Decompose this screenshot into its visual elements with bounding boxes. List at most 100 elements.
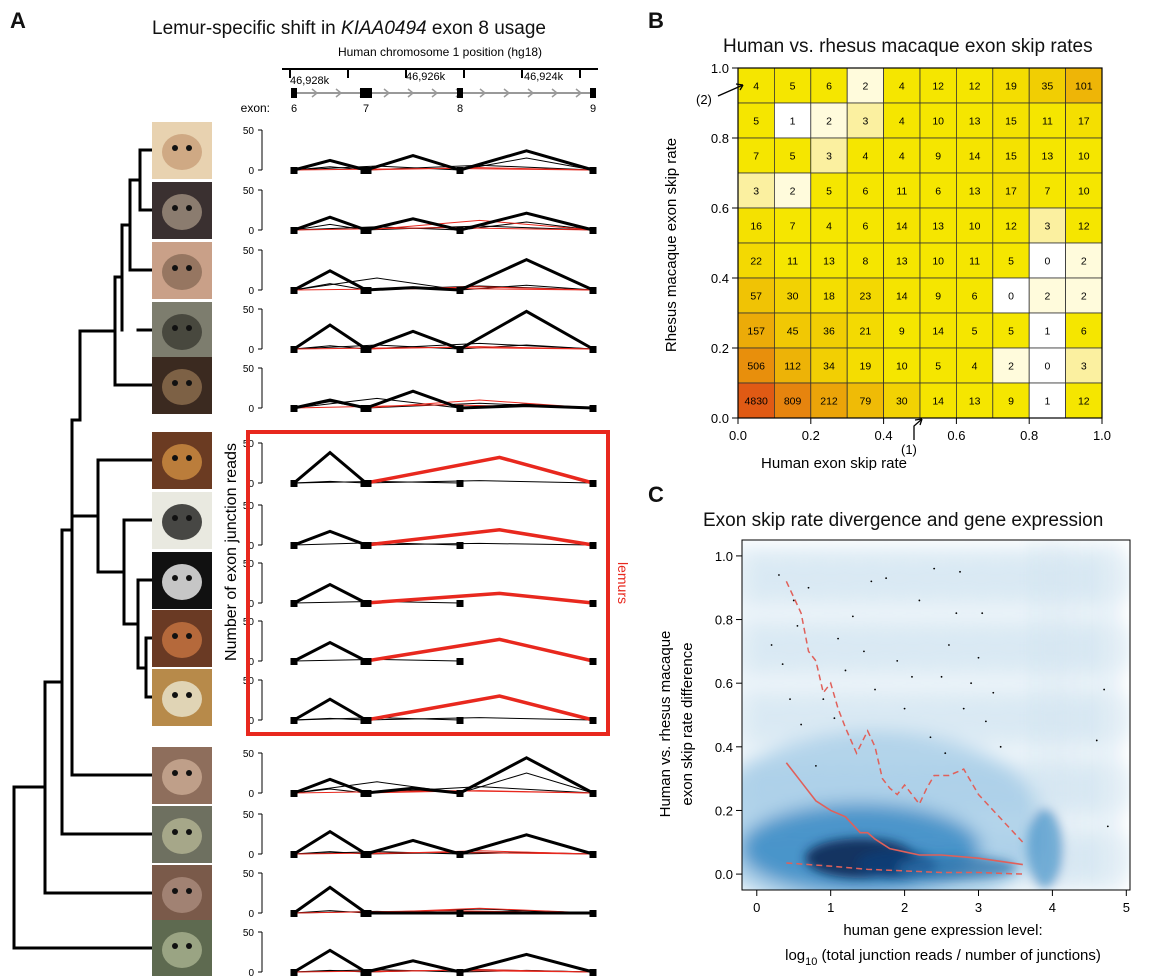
heatmap-axes: 0.0 0.2 0.4 0.6 0.8 1.0 0.0 0.2 0.4 0.6 0.8 1.0 bbox=[711, 61, 1111, 443]
species-row: 050 bbox=[243, 749, 597, 800]
species-eye bbox=[172, 829, 178, 835]
exon-block bbox=[290, 969, 298, 976]
heatmap-cell bbox=[1065, 67, 1103, 104]
heatmap-cell-label: 506 bbox=[747, 361, 765, 373]
y-tick-label: 0 bbox=[248, 657, 254, 668]
heatmap-cell-label: 10 bbox=[969, 221, 981, 233]
inclusion-junction-line bbox=[365, 786, 461, 795]
y-tick-label: 0 bbox=[248, 226, 254, 237]
species-eye bbox=[172, 633, 178, 639]
outlier-point bbox=[837, 637, 839, 640]
exon-block bbox=[290, 790, 298, 797]
exon-block bbox=[290, 480, 298, 487]
y-tick-label: 50 bbox=[243, 749, 255, 760]
heatmap-cell bbox=[955, 242, 994, 279]
heatmap-cell bbox=[992, 207, 1030, 244]
heatmap-cell bbox=[955, 207, 994, 244]
strand-arrow bbox=[431, 88, 439, 98]
heatmap-cell-label: 10 bbox=[932, 116, 944, 128]
exon8-skip-line bbox=[293, 851, 594, 855]
heatmap-cell bbox=[846, 242, 884, 279]
exon-block bbox=[456, 405, 464, 412]
exon-block bbox=[589, 969, 597, 976]
outlier-point bbox=[970, 682, 973, 685]
heatmap-cell bbox=[955, 67, 994, 104]
outlier-point bbox=[796, 625, 799, 627]
inclusion-junction-line bbox=[459, 211, 594, 232]
exon-block bbox=[290, 851, 298, 858]
lower-quantile-line bbox=[786, 862, 1023, 875]
heatmap-cell bbox=[1065, 242, 1103, 279]
species-row: 050 bbox=[243, 559, 597, 610]
species-eye bbox=[172, 770, 178, 776]
heatmap-frame bbox=[737, 67, 1103, 419]
species-face bbox=[162, 932, 202, 968]
species-eye bbox=[186, 265, 192, 271]
heatmap-cell bbox=[810, 137, 848, 174]
x-tick-label: 1.0 bbox=[1093, 428, 1111, 443]
heatmap-cell-label: 0 bbox=[1044, 361, 1050, 373]
species-eye bbox=[186, 770, 192, 776]
heatmap-cell-label: 15 bbox=[1005, 116, 1017, 128]
heatmap-cell bbox=[1028, 312, 1067, 349]
lemur-highlight-box bbox=[246, 430, 610, 736]
heatmap-cell bbox=[846, 277, 884, 314]
exon-block bbox=[589, 405, 597, 412]
skip-junction-line bbox=[293, 283, 367, 291]
heatmap-cell bbox=[846, 137, 884, 174]
panel-b-title: Human vs. rhesus macaque exon skip rates bbox=[723, 36, 1093, 57]
density-streak bbox=[1041, 540, 1047, 890]
skip-junction-line bbox=[365, 480, 594, 484]
xlabel-sub: 10 bbox=[805, 956, 817, 968]
outlier-point bbox=[903, 707, 906, 710]
outlier-point bbox=[1103, 688, 1106, 691]
heatmap-cell bbox=[992, 312, 1030, 349]
exon-block bbox=[456, 969, 464, 976]
density-core bbox=[1027, 808, 1064, 889]
heatmap-cell-label: 22 bbox=[750, 256, 762, 268]
inclusion-junction-line bbox=[365, 329, 461, 351]
heatmap-cell bbox=[1028, 277, 1067, 314]
heatmap-cell-label: 0 bbox=[1008, 291, 1014, 303]
heatmap-cell bbox=[773, 207, 812, 244]
inclusion-junction-line bbox=[459, 309, 594, 351]
y-tick-label: 50 bbox=[243, 928, 255, 939]
outlier-point bbox=[944, 752, 947, 755]
species-face bbox=[162, 681, 202, 717]
species-eye bbox=[186, 829, 192, 835]
y-tick-label: 0 bbox=[248, 541, 254, 552]
y-tick-label: 0.4 bbox=[711, 271, 729, 286]
y-tick-label: 0.0 bbox=[711, 411, 729, 426]
x-tick-label: 0.4 bbox=[875, 428, 893, 443]
species-row: 050 bbox=[243, 676, 597, 727]
exon-number: 9 bbox=[590, 103, 596, 115]
y-tick-label: 0 bbox=[248, 850, 254, 861]
heatmap-cell bbox=[919, 312, 957, 349]
heatmap-cell bbox=[1028, 102, 1067, 139]
inclusion-junction-line bbox=[293, 450, 367, 485]
quantile-lines bbox=[785, 581, 1024, 875]
exon-block bbox=[589, 717, 597, 724]
heatmap-cell-label: 12 bbox=[969, 81, 981, 93]
heatmap-cell-label: 79 bbox=[860, 396, 872, 408]
y-tick-label: 50 bbox=[243, 126, 255, 137]
exon-block bbox=[360, 227, 372, 234]
heatmap-cell bbox=[992, 277, 1030, 314]
strand-arrow bbox=[551, 88, 559, 98]
heatmap-cell-label: 10 bbox=[896, 361, 908, 373]
y-tick-label: 50 bbox=[243, 364, 255, 375]
outlier-point bbox=[874, 688, 876, 691]
heatmap-cell bbox=[1065, 102, 1103, 139]
density-axes: 0 1 2 3 4 5 0.0 0.2 0.4 0.6 0.8 1.0 bbox=[715, 549, 1130, 915]
heatmap-cell bbox=[810, 102, 848, 139]
exon-block bbox=[290, 167, 298, 174]
density-streak bbox=[1030, 540, 1036, 890]
exon-block bbox=[589, 167, 597, 174]
heatmap-cell bbox=[883, 67, 921, 104]
heatmap-cell-label: 19 bbox=[860, 361, 872, 373]
annotation-2-arrowhead bbox=[735, 83, 744, 91]
species-eye bbox=[186, 325, 192, 331]
x-tick-label: 0.8 bbox=[1020, 428, 1038, 443]
inclusion-junction-line bbox=[459, 404, 594, 410]
y-tick-label: 0 bbox=[248, 599, 254, 610]
